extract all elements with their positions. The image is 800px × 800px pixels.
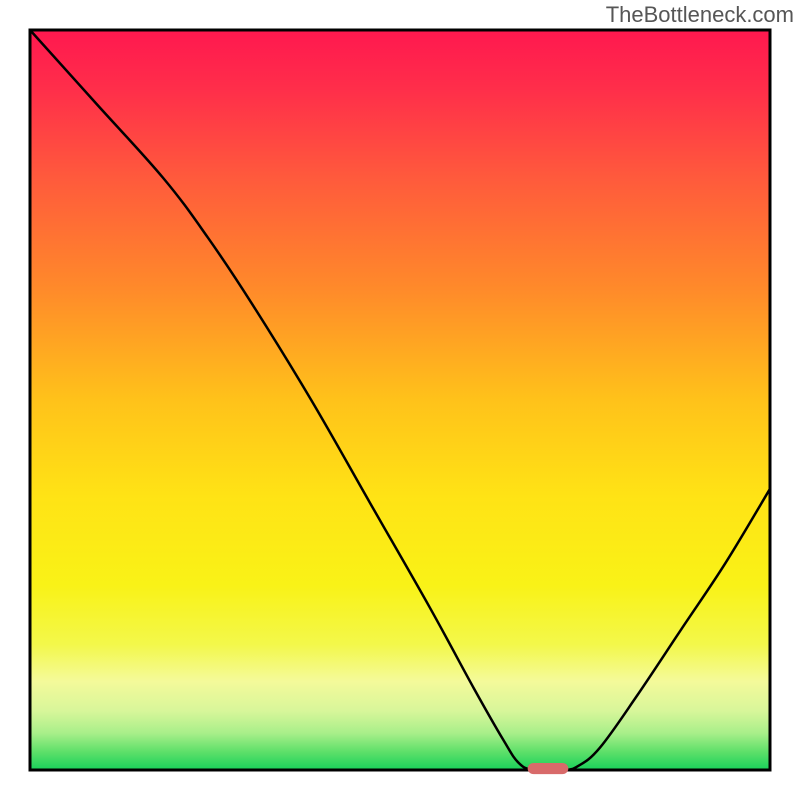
bottleneck-chart-svg <box>0 0 800 800</box>
optimal-marker <box>528 763 569 774</box>
gradient-background <box>30 30 770 770</box>
chart-container: TheBottleneck.com <box>0 0 800 800</box>
watermark-text: TheBottleneck.com <box>606 2 794 28</box>
